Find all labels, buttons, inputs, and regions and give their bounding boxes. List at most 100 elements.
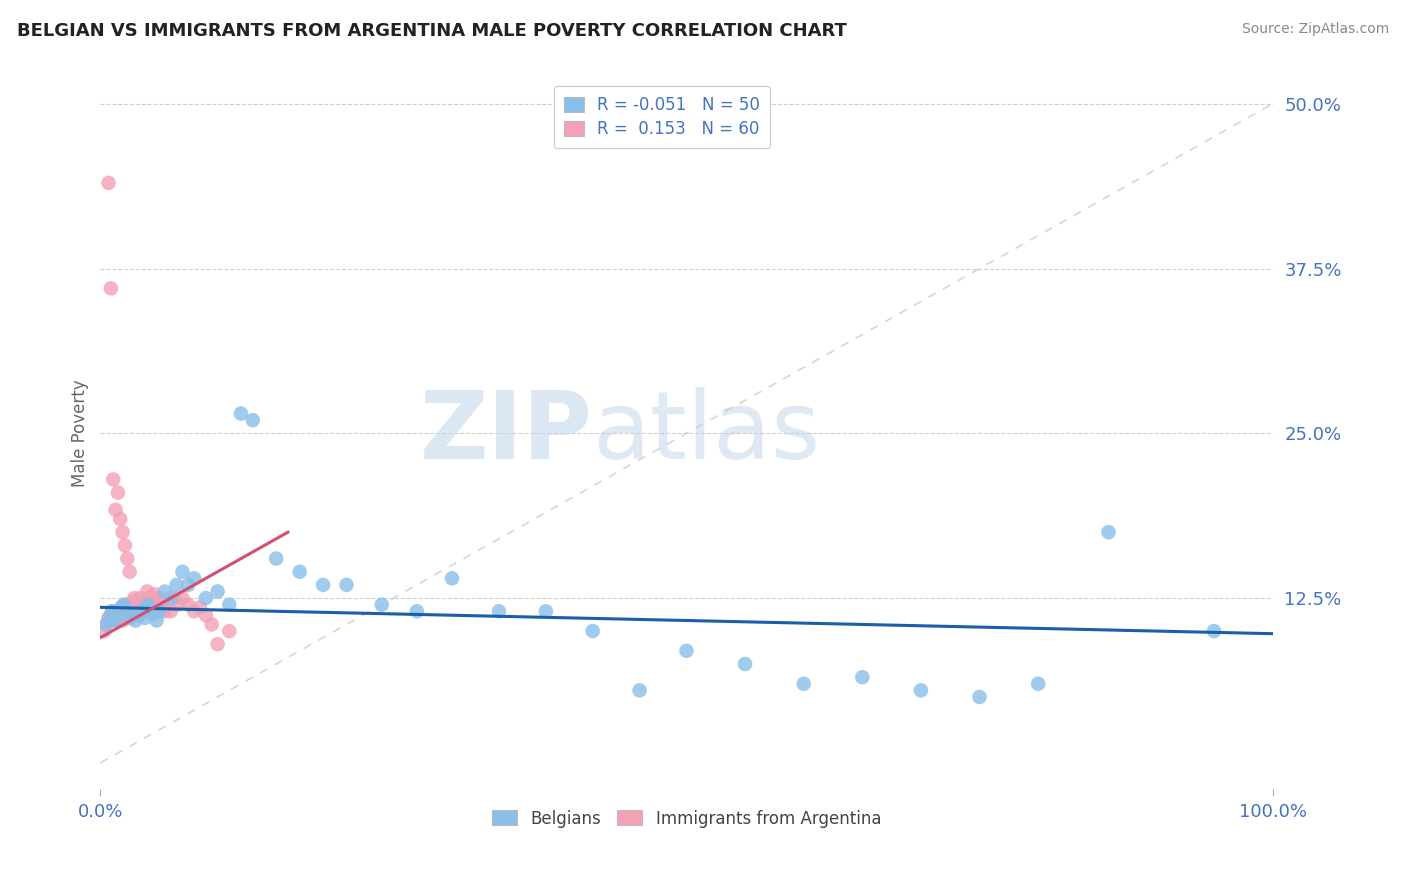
Point (370, 598, 392, 612)
Point (120, 598, 142, 612)
Point (124, 591, 146, 606)
Point (153, 604, 176, 618)
Point (440, 571, 463, 585)
Point (218, 624, 240, 638)
Point (129, 591, 152, 606)
Text: BELGIAN VS IMMIGRANTS FROM ARGENTINA MALE POVERTY CORRELATION CHART: BELGIAN VS IMMIGRANTS FROM ARGENTINA MAL… (17, 22, 846, 40)
Point (157, 598, 180, 612)
Point (1097, 525, 1119, 540)
Point (242, 413, 264, 427)
Point (110, 600, 132, 615)
Point (851, 670, 873, 684)
Point (97, 611, 120, 625)
Y-axis label: Male Poverty: Male Poverty (72, 379, 89, 487)
Point (177, 578, 200, 592)
Point (148, 604, 170, 618)
Point (734, 657, 756, 671)
Point (107, 608, 129, 623)
Point (127, 600, 149, 615)
Point (103, 614, 125, 628)
Point (142, 607, 165, 621)
Point (101, 604, 124, 618)
Point (104, 614, 127, 628)
Point (194, 608, 217, 623)
Point (335, 578, 357, 592)
Point (1202, 624, 1225, 638)
Point (163, 591, 186, 606)
Text: atlas: atlas (593, 387, 821, 479)
Point (582, 624, 605, 638)
Point (117, 611, 139, 625)
Point (141, 598, 163, 612)
Point (218, 598, 240, 612)
Point (107, 611, 129, 625)
Point (194, 591, 217, 606)
Point (114, 604, 136, 618)
Text: Source: ZipAtlas.com: Source: ZipAtlas.com (1241, 22, 1389, 37)
Point (104, 503, 127, 517)
Point (172, 565, 194, 579)
Point (118, 611, 141, 625)
Text: ZIP: ZIP (420, 387, 593, 479)
Point (153, 584, 176, 599)
Point (114, 538, 136, 552)
Point (628, 683, 651, 698)
Point (118, 600, 141, 615)
Point (166, 578, 188, 592)
Point (115, 598, 138, 612)
Point (121, 604, 143, 618)
Point (1026, 677, 1049, 691)
Point (159, 591, 181, 606)
Point (103, 611, 125, 625)
Point (98, 611, 121, 625)
Point (675, 644, 697, 658)
Point (150, 598, 173, 612)
Point (910, 683, 932, 698)
Point (131, 604, 153, 618)
Point (96, 617, 118, 632)
Point (136, 584, 159, 599)
Point (107, 485, 129, 500)
Point (969, 690, 991, 704)
Point (145, 595, 167, 609)
Point (96, 617, 118, 632)
Point (115, 604, 138, 618)
Point (122, 595, 145, 609)
Point (229, 407, 252, 421)
Point (100, 281, 122, 295)
Point (122, 607, 145, 621)
Point (131, 604, 153, 618)
Point (98, 614, 121, 628)
Point (264, 551, 287, 566)
Point (138, 591, 160, 606)
Point (159, 604, 181, 618)
Point (101, 604, 124, 618)
Point (183, 571, 205, 585)
Point (312, 578, 335, 592)
Point (93, 624, 115, 638)
Point (207, 637, 229, 651)
Point (145, 614, 167, 628)
Point (288, 565, 311, 579)
Point (110, 608, 132, 623)
Point (124, 598, 146, 612)
Point (134, 598, 156, 612)
Point (201, 617, 224, 632)
Point (103, 473, 125, 487)
Point (166, 598, 188, 612)
Point (124, 614, 146, 628)
Legend: Belgians, Immigrants from Argentina: Belgians, Immigrants from Argentina (485, 803, 889, 834)
Point (112, 598, 135, 612)
Point (111, 525, 134, 540)
Point (793, 677, 815, 691)
Point (103, 607, 125, 621)
Point (97, 176, 120, 190)
Point (139, 600, 162, 615)
Point (134, 611, 156, 625)
Point (405, 604, 427, 618)
Point (128, 608, 150, 623)
Point (105, 604, 128, 618)
Point (207, 584, 229, 599)
Point (108, 607, 131, 621)
Point (110, 512, 132, 526)
